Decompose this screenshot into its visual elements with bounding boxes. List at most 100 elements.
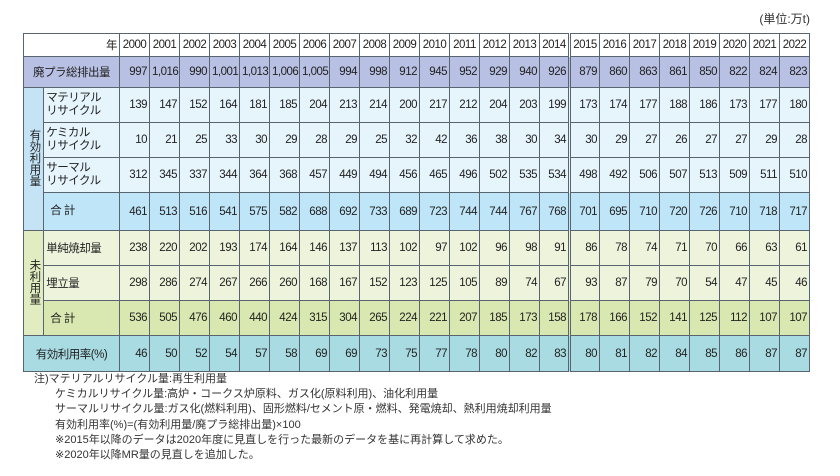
unused-total-row: 合 計 536 505 476 460 440 424 315 304 265 224 221 207… bbox=[24, 300, 811, 336]
value-cell: 34 bbox=[538, 122, 570, 158]
value-cell: 27 bbox=[628, 122, 660, 158]
value-cell: 80 bbox=[478, 335, 510, 372]
value-cell: 238 bbox=[118, 230, 150, 266]
value-cell: 534 bbox=[538, 157, 570, 193]
value-cell: 177 bbox=[748, 87, 780, 123]
group-label-unused: 未利用量 bbox=[22, 230, 45, 336]
value-cell: 147 bbox=[148, 87, 180, 123]
value-cell: 30 bbox=[238, 122, 270, 158]
value-cell: 203 bbox=[508, 87, 540, 123]
value-cell: 87 bbox=[748, 335, 780, 372]
value-cell: 260 bbox=[268, 265, 300, 301]
row-label: 単純焼却量 bbox=[43, 230, 120, 266]
value-cell: 50 bbox=[148, 335, 180, 372]
value-cell: 1,016 bbox=[148, 56, 180, 88]
value-cell: 69 bbox=[328, 335, 360, 372]
value-cell: 113 bbox=[358, 230, 390, 266]
note-line: 有効利用率(%)=(有効利用量/廃プラ総排出量)×100 bbox=[55, 418, 301, 431]
value-cell: 850 bbox=[688, 56, 720, 88]
note-line: サーマルリサイクル量:ガス化(燃料利用)、固形燃料/セメント原・燃料、発電焼却、… bbox=[55, 403, 552, 416]
value-cell: 449 bbox=[328, 157, 360, 193]
value-cell: 860 bbox=[598, 56, 630, 88]
value-cell: 701 bbox=[567, 192, 600, 231]
value-cell: 84 bbox=[658, 335, 690, 372]
value-cell: 492 bbox=[598, 157, 630, 193]
value-cell: 718 bbox=[748, 192, 780, 231]
value-cell: 47 bbox=[718, 265, 750, 301]
value-cell: 69 bbox=[298, 335, 330, 372]
note-line: ※2020年以降MR量の見直しを追加した。 bbox=[55, 449, 260, 462]
value-cell: 174 bbox=[598, 87, 630, 123]
value-cell: 266 bbox=[238, 265, 270, 301]
value-cell: 929 bbox=[478, 56, 510, 88]
year-cell: 2013 bbox=[508, 33, 540, 57]
value-cell: 107 bbox=[748, 300, 780, 336]
year-cell: 2022 bbox=[778, 33, 811, 57]
value-cell: 186 bbox=[688, 87, 720, 123]
value-cell: 863 bbox=[628, 56, 660, 88]
value-cell: 460 bbox=[208, 300, 240, 336]
total-emission-row: 廃プラ総排出量 997 1,016 990 1,001 1,013 1,006 1,005 9… bbox=[23, 56, 811, 88]
value-cell: 141 bbox=[658, 300, 690, 336]
value-cell: 465 bbox=[418, 157, 450, 193]
value-cell: 178 bbox=[567, 300, 600, 336]
value-cell: 28 bbox=[778, 122, 811, 158]
value-cell: 717 bbox=[778, 192, 811, 231]
row-label: 合 計 bbox=[43, 300, 120, 336]
value-cell: 1,005 bbox=[298, 56, 330, 88]
value-cell: 107 bbox=[778, 300, 811, 336]
value-cell: 81 bbox=[598, 335, 630, 372]
value-cell: 29 bbox=[598, 122, 630, 158]
value-cell: 98 bbox=[508, 230, 540, 266]
value-cell: 767 bbox=[508, 192, 540, 231]
year-cell: 2003 bbox=[208, 33, 240, 57]
value-cell: 505 bbox=[148, 300, 180, 336]
value-cell: 536 bbox=[118, 300, 150, 336]
value-cell: 10 bbox=[118, 122, 150, 158]
value-cell: 86 bbox=[567, 230, 600, 266]
value-cell: 516 bbox=[178, 192, 210, 231]
value-cell: 304 bbox=[328, 300, 360, 336]
value-cell: 286 bbox=[148, 265, 180, 301]
value-cell: 166 bbox=[598, 300, 630, 336]
value-cell: 723 bbox=[418, 192, 450, 231]
unit-label: (単位:万t) bbox=[759, 12, 810, 26]
value-cell: 54 bbox=[688, 265, 720, 301]
value-cell: 180 bbox=[778, 87, 811, 123]
value-cell: 345 bbox=[148, 157, 180, 193]
value-cell: 57 bbox=[238, 335, 270, 372]
value-cell: 998 bbox=[358, 56, 390, 88]
row-label: 合 計 bbox=[43, 192, 120, 231]
value-cell: 30 bbox=[508, 122, 540, 158]
value-cell: 200 bbox=[388, 87, 420, 123]
value-cell: 424 bbox=[268, 300, 300, 336]
value-cell: 513 bbox=[688, 157, 720, 193]
value-cell: 212 bbox=[448, 87, 480, 123]
value-cell: 199 bbox=[538, 87, 570, 123]
value-cell: 85 bbox=[688, 335, 720, 372]
value-cell: 152 bbox=[358, 265, 390, 301]
value-cell: 768 bbox=[538, 192, 570, 231]
material-recycle-row: 有効利用量 マテリアル リサイクル 139 147 152 164 181 185 204 21… bbox=[22, 87, 811, 231]
value-cell: 498 bbox=[567, 157, 600, 193]
value-cell: 70 bbox=[688, 230, 720, 266]
value-cell: 71 bbox=[658, 230, 690, 266]
year-cell: 2011 bbox=[448, 33, 480, 57]
value-cell: 52 bbox=[178, 335, 210, 372]
year-cell: 2014 bbox=[538, 33, 570, 57]
year-cell: 2005 bbox=[268, 33, 300, 57]
value-cell: 73 bbox=[358, 335, 390, 372]
value-cell: 315 bbox=[298, 300, 330, 336]
value-cell: 29 bbox=[748, 122, 780, 158]
value-cell: 368 bbox=[268, 157, 300, 193]
value-cell: 202 bbox=[178, 230, 210, 266]
value-cell: 945 bbox=[418, 56, 450, 88]
year-cell: 2000 bbox=[118, 33, 150, 57]
value-cell: 30 bbox=[567, 122, 600, 158]
value-cell: 726 bbox=[688, 192, 720, 231]
year-cell: 2017 bbox=[628, 33, 660, 57]
value-cell: 535 bbox=[508, 157, 540, 193]
value-cell: 513 bbox=[148, 192, 180, 231]
value-cell: 824 bbox=[748, 56, 780, 88]
year-cell: 2018 bbox=[658, 33, 690, 57]
